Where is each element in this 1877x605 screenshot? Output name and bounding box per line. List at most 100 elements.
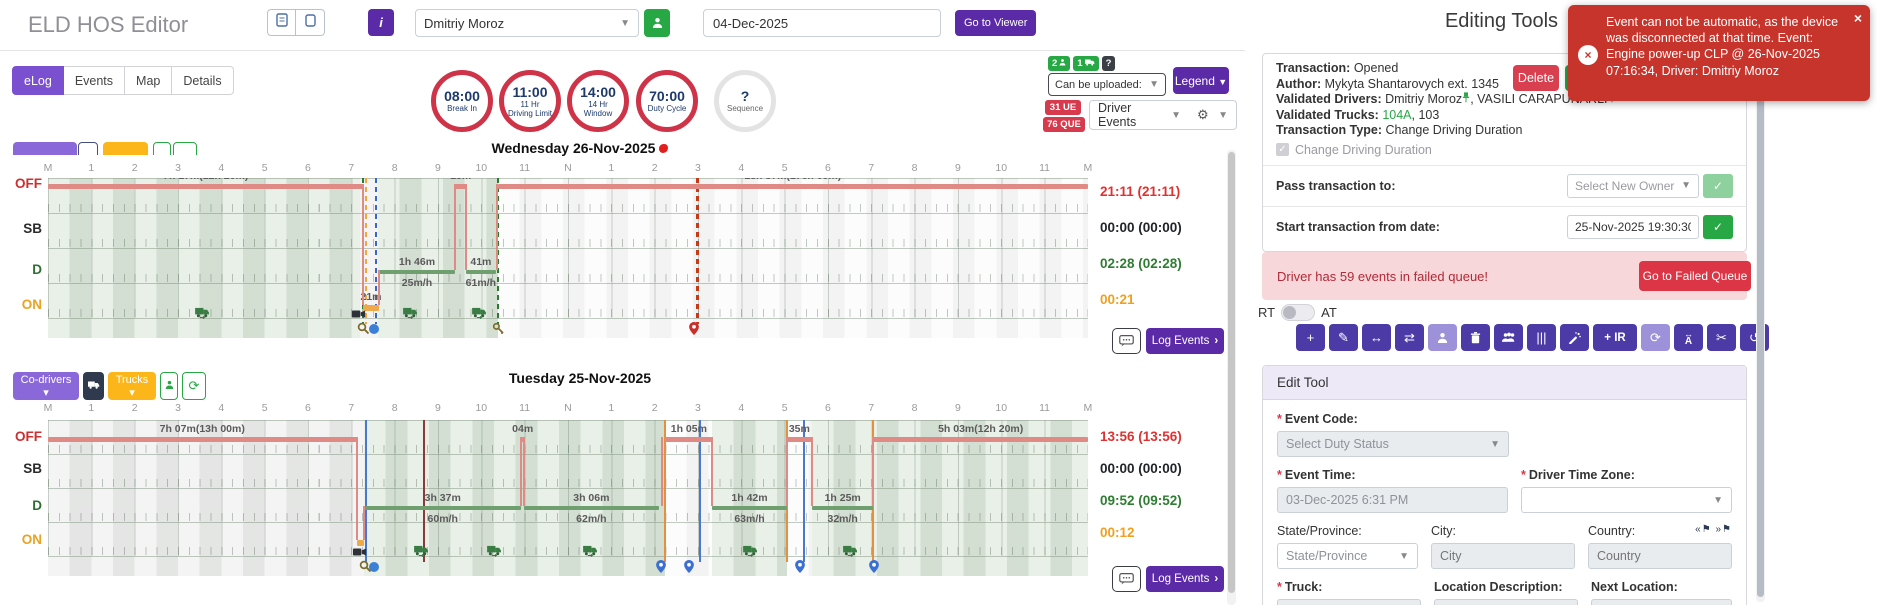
error-toast[interactable]: × × Event can not be automatic, as the d… [1568, 5, 1870, 101]
truck-toggle-button[interactable] [83, 372, 104, 400]
duty-segment[interactable] [665, 437, 713, 442]
tab-details[interactable]: Details [172, 66, 234, 95]
driver-events-dropdown[interactable]: Driver Events ▼ [1089, 100, 1190, 130]
redpin-icon[interactable] [688, 322, 705, 336]
settings-dropdown[interactable]: ⚙ ▼ [1189, 100, 1237, 130]
refresh-button[interactable]: ⟳ [182, 372, 206, 400]
comment-button[interactable] [1112, 328, 1141, 354]
delete-button[interactable]: Delete [1513, 65, 1559, 91]
duty-segment[interactable] [712, 506, 787, 510]
scissors-icon-button[interactable]: ✂ [1707, 324, 1736, 351]
truck-icon[interactable] [413, 544, 430, 558]
duty-segment[interactable] [455, 184, 467, 189]
bluedot-icon[interactable] [368, 560, 384, 574]
duty-segment[interactable] [363, 305, 379, 311]
add-driver-button[interactable] [644, 9, 670, 37]
codrivers-button-clipped[interactable] [13, 142, 77, 155]
trucks-dropdown[interactable]: Trucks ▾ [108, 372, 156, 400]
arrows-h-icon-button[interactable]: ↔ [1362, 324, 1391, 351]
truck-icon[interactable] [487, 544, 503, 558]
pin-icon[interactable] [656, 560, 672, 574]
magic-wand-icon-button[interactable] [1560, 324, 1589, 351]
scrollbar-thumb[interactable] [1757, 52, 1764, 597]
tab-map[interactable]: Map [125, 66, 173, 95]
comment-button[interactable] [1112, 566, 1141, 592]
magnifier-icon[interactable] [359, 560, 375, 574]
document-icon-button[interactable] [267, 9, 296, 36]
new-owner-select[interactable]: Select New Owner ▼ [1567, 173, 1699, 198]
event-code-select[interactable]: Select Duty Status ▼ [1277, 431, 1509, 457]
confirm-start-date-button[interactable]: ✓ [1703, 214, 1733, 239]
go-to-viewer-button[interactable]: Go to Viewer [955, 10, 1037, 36]
truck-icon[interactable] [743, 544, 759, 558]
trucks-button-clipped[interactable] [103, 142, 148, 155]
driver-timezone-select[interactable]: ▼ [1520, 487, 1732, 513]
log-events-button[interactable]: Log Events › [1146, 566, 1224, 592]
refresh-button-clipped[interactable] [173, 142, 197, 155]
plus-icon-button[interactable]: + [1296, 324, 1325, 351]
truck-icon[interactable] [402, 306, 419, 320]
columns-icon-button[interactable]: ||| [1527, 324, 1556, 351]
pencil-icon-button[interactable]: ✎ [1329, 324, 1358, 351]
camera-icon[interactable] [352, 306, 368, 320]
event-time-input[interactable]: 03-Dec-2025 6:31 PM [1277, 487, 1508, 513]
date-input[interactable] [703, 9, 941, 37]
truck-icon[interactable] [582, 544, 599, 558]
city-input[interactable] [1431, 543, 1575, 569]
codrivers-dropdown[interactable]: Co-drivers ▾ [13, 372, 79, 400]
duty-segment[interactable] [786, 437, 812, 442]
state-select[interactable]: State/Province ▼ [1277, 543, 1418, 569]
refresh-icon-button[interactable]: ⟳ [1641, 324, 1670, 351]
checkbox-checked-icon[interactable]: ✓ [1276, 143, 1289, 156]
magnifier-icon[interactable] [357, 322, 373, 336]
duty-segment[interactable] [466, 270, 496, 274]
trash-icon-button[interactable] [1461, 324, 1490, 351]
truck-icon[interactable] [194, 306, 211, 320]
confirm-pass-button[interactable]: ✓ [1703, 173, 1733, 198]
can-be-uploaded-dropdown[interactable]: Can be uploaded: ▼ [1048, 73, 1166, 96]
tab-events[interactable]: Events [63, 66, 126, 95]
duty-segment[interactable] [364, 506, 522, 510]
toggle-knob[interactable] [1283, 306, 1297, 319]
pin-icon[interactable] [868, 560, 885, 574]
scrollbar-thumb[interactable] [1228, 152, 1235, 594]
pin-icon[interactable] [795, 560, 811, 574]
duty-segment[interactable] [497, 184, 1088, 189]
close-icon[interactable]: × [1853, 10, 1862, 26]
pin-icon[interactable] [684, 560, 700, 574]
insert-record-icon-button[interactable]: + IR [1593, 324, 1637, 351]
truck-input[interactable] [1277, 599, 1421, 605]
log-events-button[interactable]: Log Events › [1146, 328, 1224, 354]
location-pin-icons[interactable]: «⚑ »⚑ [1695, 524, 1732, 535]
truck-icon[interactable] [842, 544, 859, 558]
text-width-icon-button[interactable]: ↔ A [1674, 324, 1703, 351]
duty-segment[interactable] [48, 437, 357, 442]
rt-at-toggle[interactable] [1281, 304, 1316, 321]
duty-segment[interactable] [378, 270, 456, 274]
person-button-clipped[interactable] [153, 142, 171, 155]
duty-segment[interactable] [48, 184, 364, 189]
country-input[interactable] [1588, 543, 1732, 569]
bluedot-icon[interactable] [368, 322, 384, 336]
duty-segment[interactable] [811, 506, 874, 510]
duty-segment[interactable] [524, 506, 659, 510]
person-icon-button[interactable] [1428, 324, 1457, 351]
truck-toggle-button-clipped[interactable] [78, 142, 98, 155]
truck-icon[interactable] [472, 306, 488, 320]
tab-elog[interactable]: eLog [12, 66, 64, 95]
camera-icon[interactable] [352, 544, 369, 558]
note-icon-button[interactable] [296, 9, 325, 36]
go-to-failed-queue-button[interactable]: Go to Failed Queue [1639, 261, 1751, 291]
location-description-input[interactable] [1434, 599, 1578, 605]
start-date-input[interactable] [1567, 214, 1699, 239]
duty-segment[interactable] [521, 437, 525, 442]
graphs-scrollbar[interactable] [1227, 150, 1236, 605]
panel-scrollbar[interactable] [1756, 52, 1765, 602]
duty-segment[interactable] [873, 437, 1088, 442]
group-icon-button[interactable] [1494, 324, 1523, 351]
legend-button[interactable]: Legend ▼ [1173, 67, 1229, 94]
driver-select[interactable]: Dmitriy Moroz ▼ [415, 9, 639, 37]
exchange-icon-button[interactable]: ⇄ [1395, 324, 1424, 351]
key-icon[interactable] [492, 322, 508, 336]
driver-filter-button[interactable] [160, 372, 178, 400]
